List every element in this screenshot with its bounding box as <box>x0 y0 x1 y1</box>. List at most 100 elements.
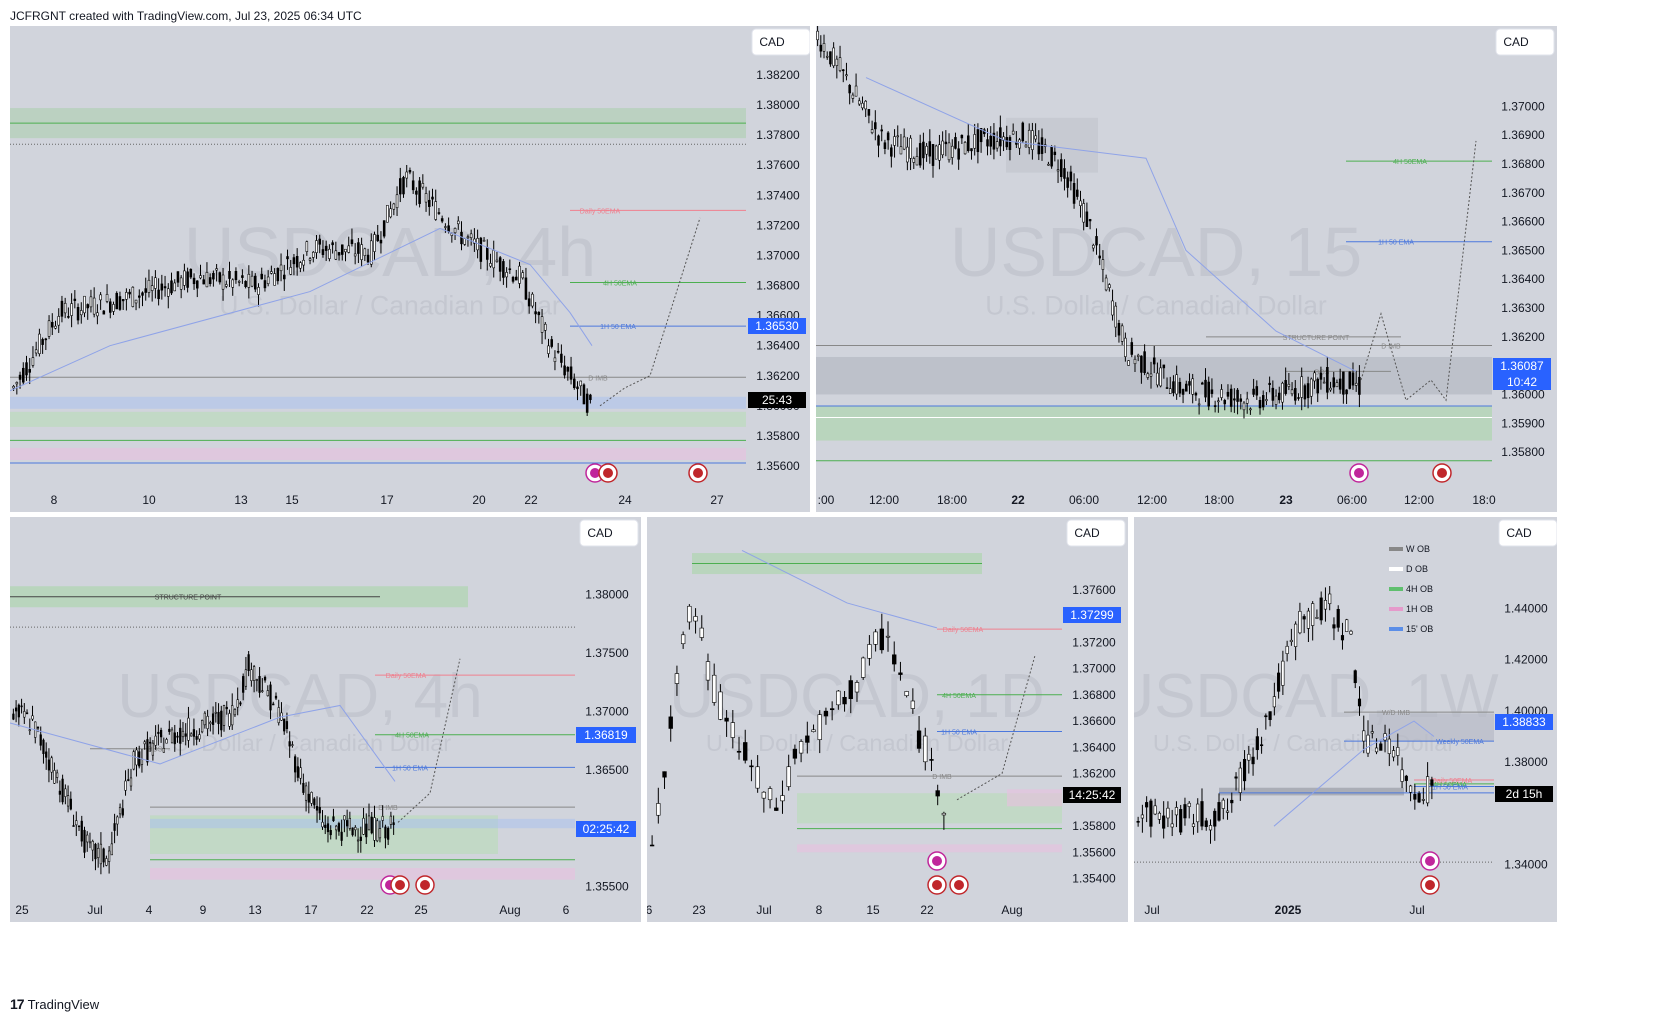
candle-body <box>373 234 376 252</box>
candle-body <box>973 134 976 149</box>
y-tick-label: 1.36400 <box>1501 272 1545 286</box>
candle-body <box>479 237 483 262</box>
x-tick-label: 27 <box>710 493 724 507</box>
candle-body <box>1179 809 1183 833</box>
y-tick-label: 1.36200 <box>1072 767 1116 781</box>
timer-tag-label: 25:43 <box>762 393 792 407</box>
candle-body <box>277 707 280 724</box>
y-tick-label: 1.37600 <box>1072 583 1116 597</box>
candle-body <box>44 338 48 341</box>
candle-body <box>206 715 209 729</box>
candle-body <box>129 777 133 787</box>
zone <box>10 411 746 427</box>
chart-panel-usdcad-1w[interactable]: USDCAD, 1W U.S. Dollar / Canadian Dollar W… <box>1134 517 1557 922</box>
y-tick-label: 1.38000 <box>1504 755 1548 769</box>
legend-swatch <box>1389 627 1403 631</box>
x-tick-label: 17 <box>380 493 394 507</box>
candle-body <box>289 267 292 275</box>
candle-body <box>447 225 450 232</box>
y-tick-label: 1.36800 <box>1501 157 1545 171</box>
candle-body <box>157 289 160 300</box>
candle-body <box>1213 810 1217 827</box>
candle-body <box>132 751 135 770</box>
candle-body <box>774 807 779 811</box>
chart-canvas[interactable]: USDCAD, 4hU.S. Dollar / Canadian Dollar D… <box>10 26 810 512</box>
x-tick-label: 8 <box>51 493 58 507</box>
chart-canvas[interactable]: USDCAD, 1DU.S. Dollar / Canadian DollarD… <box>647 517 1128 922</box>
level-label: D IMB <box>378 805 398 812</box>
candle-body <box>1217 400 1220 403</box>
chart-canvas[interactable]: USDCAD, 15U.S. Dollar / Canadian Dollar 4… <box>816 26 1557 512</box>
x-tick-label: 23 <box>692 903 706 917</box>
candle-body <box>816 30 819 41</box>
chart-panel-usdcad-4h-a[interactable]: USDCAD, 4h U.S. Dollar / Canadian Dollar D… <box>10 26 810 512</box>
price-tag <box>1495 714 1553 730</box>
candle-body <box>270 271 273 274</box>
candle-body <box>935 790 940 797</box>
chart-panel-usdcad-15m[interactable]: USDCAD, 15 U.S. Dollar / Canadian Dollar 4… <box>816 26 1557 512</box>
candle-body <box>1221 799 1225 809</box>
candle-body <box>118 806 122 815</box>
candle-body <box>356 839 360 842</box>
candle-body <box>1117 322 1121 336</box>
candle-body <box>94 843 97 860</box>
candle-body <box>96 312 99 317</box>
event-icon-dot <box>954 880 964 890</box>
candle-body <box>1332 377 1336 388</box>
candle-body <box>957 148 960 160</box>
candle-body <box>288 741 291 747</box>
candle-body <box>1239 398 1243 402</box>
candle-body <box>712 674 717 703</box>
candle-body <box>50 757 53 773</box>
y-tick-label: 1.37000 <box>585 704 629 718</box>
legend-swatch <box>1389 607 1403 611</box>
candle-body <box>274 695 278 699</box>
level-label: D IMB <box>588 375 608 382</box>
candle-body <box>743 742 748 761</box>
candle-body <box>384 826 387 839</box>
candle-body <box>121 808 124 816</box>
candle-body <box>693 616 698 622</box>
candle-body <box>138 295 141 298</box>
candle-body <box>389 815 393 825</box>
candle-body <box>57 316 60 326</box>
candle-body <box>285 721 289 729</box>
candle-body <box>1165 387 1169 389</box>
timer-tag-label: 14:25:42 <box>1069 788 1116 802</box>
candle-body <box>296 766 300 778</box>
candle-body <box>1315 617 1319 619</box>
candle-body <box>308 258 312 261</box>
chart-canvas[interactable]: USDCAD, 4hU.S. Dollar / Canadian DollarS… <box>10 517 641 922</box>
candle-body <box>656 803 661 816</box>
candle-body <box>861 657 866 678</box>
tradingview-footer[interactable]: 17 TradingView <box>10 996 99 1012</box>
candle-body <box>107 850 111 862</box>
y-tick-label: 1.37500 <box>585 646 629 660</box>
candle-body <box>1208 825 1213 831</box>
chart-canvas[interactable]: USDCAD, 1WU.S. Dollar / Canadian DollarW… <box>1134 517 1557 922</box>
watermark-name: U.S. Dollar / Canadian Dollar <box>219 291 561 321</box>
candle-body <box>1358 376 1361 395</box>
candle-body <box>184 733 187 737</box>
timer-tag-label: 10:42 <box>1507 375 1537 389</box>
candle-body <box>25 712 29 715</box>
legend-label: D OB <box>1406 564 1428 574</box>
candle-body <box>1404 775 1408 781</box>
candle-body <box>370 240 373 265</box>
candle-body <box>553 357 557 362</box>
candle-body <box>159 729 163 738</box>
chart-panel-usdcad-4h-b[interactable]: USDCAD, 4h U.S. Dollar / Canadian Dollar S… <box>10 517 641 922</box>
candle-body <box>244 669 248 687</box>
candle-body <box>668 716 673 729</box>
event-icon-dot <box>590 468 600 478</box>
chart-panel-usdcad-1d[interactable]: USDCAD, 1D U.S. Dollar / Canadian Dollar D… <box>647 517 1128 922</box>
candle-body <box>354 827 357 831</box>
candle-body <box>279 264 283 272</box>
candle-body <box>157 731 160 734</box>
candle-body <box>1362 730 1366 742</box>
candle-body <box>222 705 226 726</box>
candle-body <box>1322 381 1326 384</box>
timer-tag <box>1493 374 1551 390</box>
candle-body <box>1157 812 1161 820</box>
candle-body <box>1303 385 1307 400</box>
